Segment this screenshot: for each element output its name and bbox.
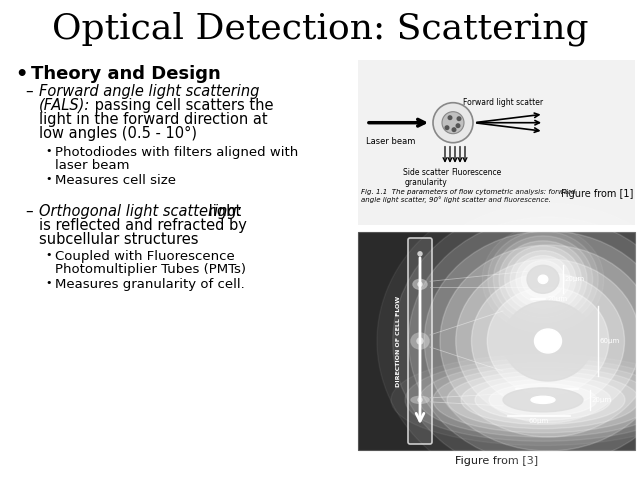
- Text: –: –: [25, 204, 33, 219]
- Text: is reflected and refracted by: is reflected and refracted by: [39, 218, 247, 233]
- Ellipse shape: [538, 275, 548, 284]
- Ellipse shape: [419, 363, 640, 437]
- Ellipse shape: [456, 259, 640, 423]
- Text: Photodiodes with filters aligned with: Photodiodes with filters aligned with: [55, 146, 298, 159]
- Ellipse shape: [440, 245, 640, 437]
- Text: (FALS):: (FALS):: [39, 98, 90, 113]
- Ellipse shape: [504, 246, 581, 313]
- Circle shape: [418, 252, 422, 256]
- Ellipse shape: [413, 279, 427, 289]
- Circle shape: [433, 103, 473, 143]
- Circle shape: [442, 112, 464, 134]
- Text: Forward light scatter: Forward light scatter: [463, 98, 543, 107]
- Text: 60μm: 60μm: [537, 391, 557, 397]
- Text: light: light: [204, 204, 241, 219]
- Text: •: •: [45, 278, 51, 288]
- Text: light in the forward direction at: light in the forward direction at: [39, 112, 268, 127]
- Text: •: •: [15, 65, 28, 84]
- Ellipse shape: [510, 251, 576, 308]
- Ellipse shape: [531, 396, 555, 404]
- Circle shape: [457, 117, 461, 120]
- Ellipse shape: [499, 241, 587, 318]
- Text: 20μm: 20μm: [592, 397, 612, 403]
- Text: Measures cell size: Measures cell size: [55, 174, 176, 187]
- Text: Coupled with Fluorescence: Coupled with Fluorescence: [55, 250, 235, 263]
- Text: •: •: [45, 250, 51, 260]
- Ellipse shape: [408, 217, 640, 465]
- Ellipse shape: [503, 301, 593, 381]
- FancyBboxPatch shape: [358, 60, 635, 225]
- Ellipse shape: [393, 203, 640, 479]
- Text: 60μm: 60μm: [600, 338, 620, 344]
- Text: subcellular structures: subcellular structures: [39, 232, 198, 247]
- Text: Fluorescence: Fluorescence: [451, 168, 501, 177]
- Ellipse shape: [534, 329, 561, 353]
- Text: –: –: [25, 84, 33, 99]
- Ellipse shape: [447, 371, 639, 429]
- FancyBboxPatch shape: [408, 238, 432, 444]
- Text: •: •: [45, 174, 51, 184]
- Ellipse shape: [411, 396, 429, 403]
- Circle shape: [418, 282, 422, 286]
- Ellipse shape: [487, 287, 609, 395]
- Ellipse shape: [489, 384, 597, 416]
- Text: Orthogonal light scattering:: Orthogonal light scattering:: [39, 204, 241, 219]
- Circle shape: [448, 116, 452, 120]
- Circle shape: [452, 128, 456, 132]
- Text: DIRECTION OF CELL FLOW: DIRECTION OF CELL FLOW: [396, 295, 401, 386]
- Text: low angles (0.5 - 10°): low angles (0.5 - 10°): [39, 126, 197, 141]
- Ellipse shape: [405, 359, 640, 441]
- FancyBboxPatch shape: [358, 232, 635, 450]
- Ellipse shape: [377, 189, 640, 480]
- Ellipse shape: [527, 265, 559, 293]
- Text: Fig. 1.1  The parameters of flow cytometric analysis: forward
angle light scatte: Fig. 1.1 The parameters of flow cytometr…: [361, 189, 575, 203]
- Circle shape: [418, 398, 422, 402]
- Ellipse shape: [461, 375, 625, 424]
- Text: laser beam: laser beam: [55, 159, 129, 172]
- Ellipse shape: [433, 367, 640, 433]
- Ellipse shape: [482, 226, 604, 333]
- Ellipse shape: [488, 231, 598, 328]
- Circle shape: [445, 126, 449, 130]
- Ellipse shape: [424, 231, 640, 451]
- Text: Side scatter
granularity: Side scatter granularity: [403, 168, 449, 187]
- Ellipse shape: [516, 255, 570, 303]
- Text: Figure from [1]: Figure from [1]: [561, 189, 633, 199]
- Text: Measures granularity of cell.: Measures granularity of cell.: [55, 278, 244, 291]
- Ellipse shape: [493, 236, 593, 323]
- Ellipse shape: [391, 354, 640, 445]
- Text: 20μm: 20μm: [565, 276, 585, 282]
- Text: 20μm: 20μm: [548, 296, 568, 302]
- Text: Optical Detection: Scattering: Optical Detection: Scattering: [52, 12, 588, 47]
- Ellipse shape: [522, 261, 564, 298]
- Text: Forward angle light scattering: Forward angle light scattering: [39, 84, 259, 99]
- Text: Photomultiplier Tubes (PMTs): Photomultiplier Tubes (PMTs): [55, 263, 246, 276]
- Ellipse shape: [475, 380, 611, 420]
- Text: passing cell scatters the: passing cell scatters the: [90, 98, 273, 113]
- Text: •: •: [45, 146, 51, 156]
- Circle shape: [456, 124, 460, 128]
- Ellipse shape: [503, 388, 583, 412]
- Ellipse shape: [411, 333, 429, 349]
- Text: 60μm: 60μm: [529, 418, 549, 424]
- Text: Figure from [3]: Figure from [3]: [455, 456, 538, 466]
- Ellipse shape: [472, 273, 625, 409]
- Text: Laser beam: Laser beam: [366, 137, 415, 146]
- Text: Theory and Design: Theory and Design: [31, 65, 221, 83]
- Circle shape: [417, 338, 423, 344]
